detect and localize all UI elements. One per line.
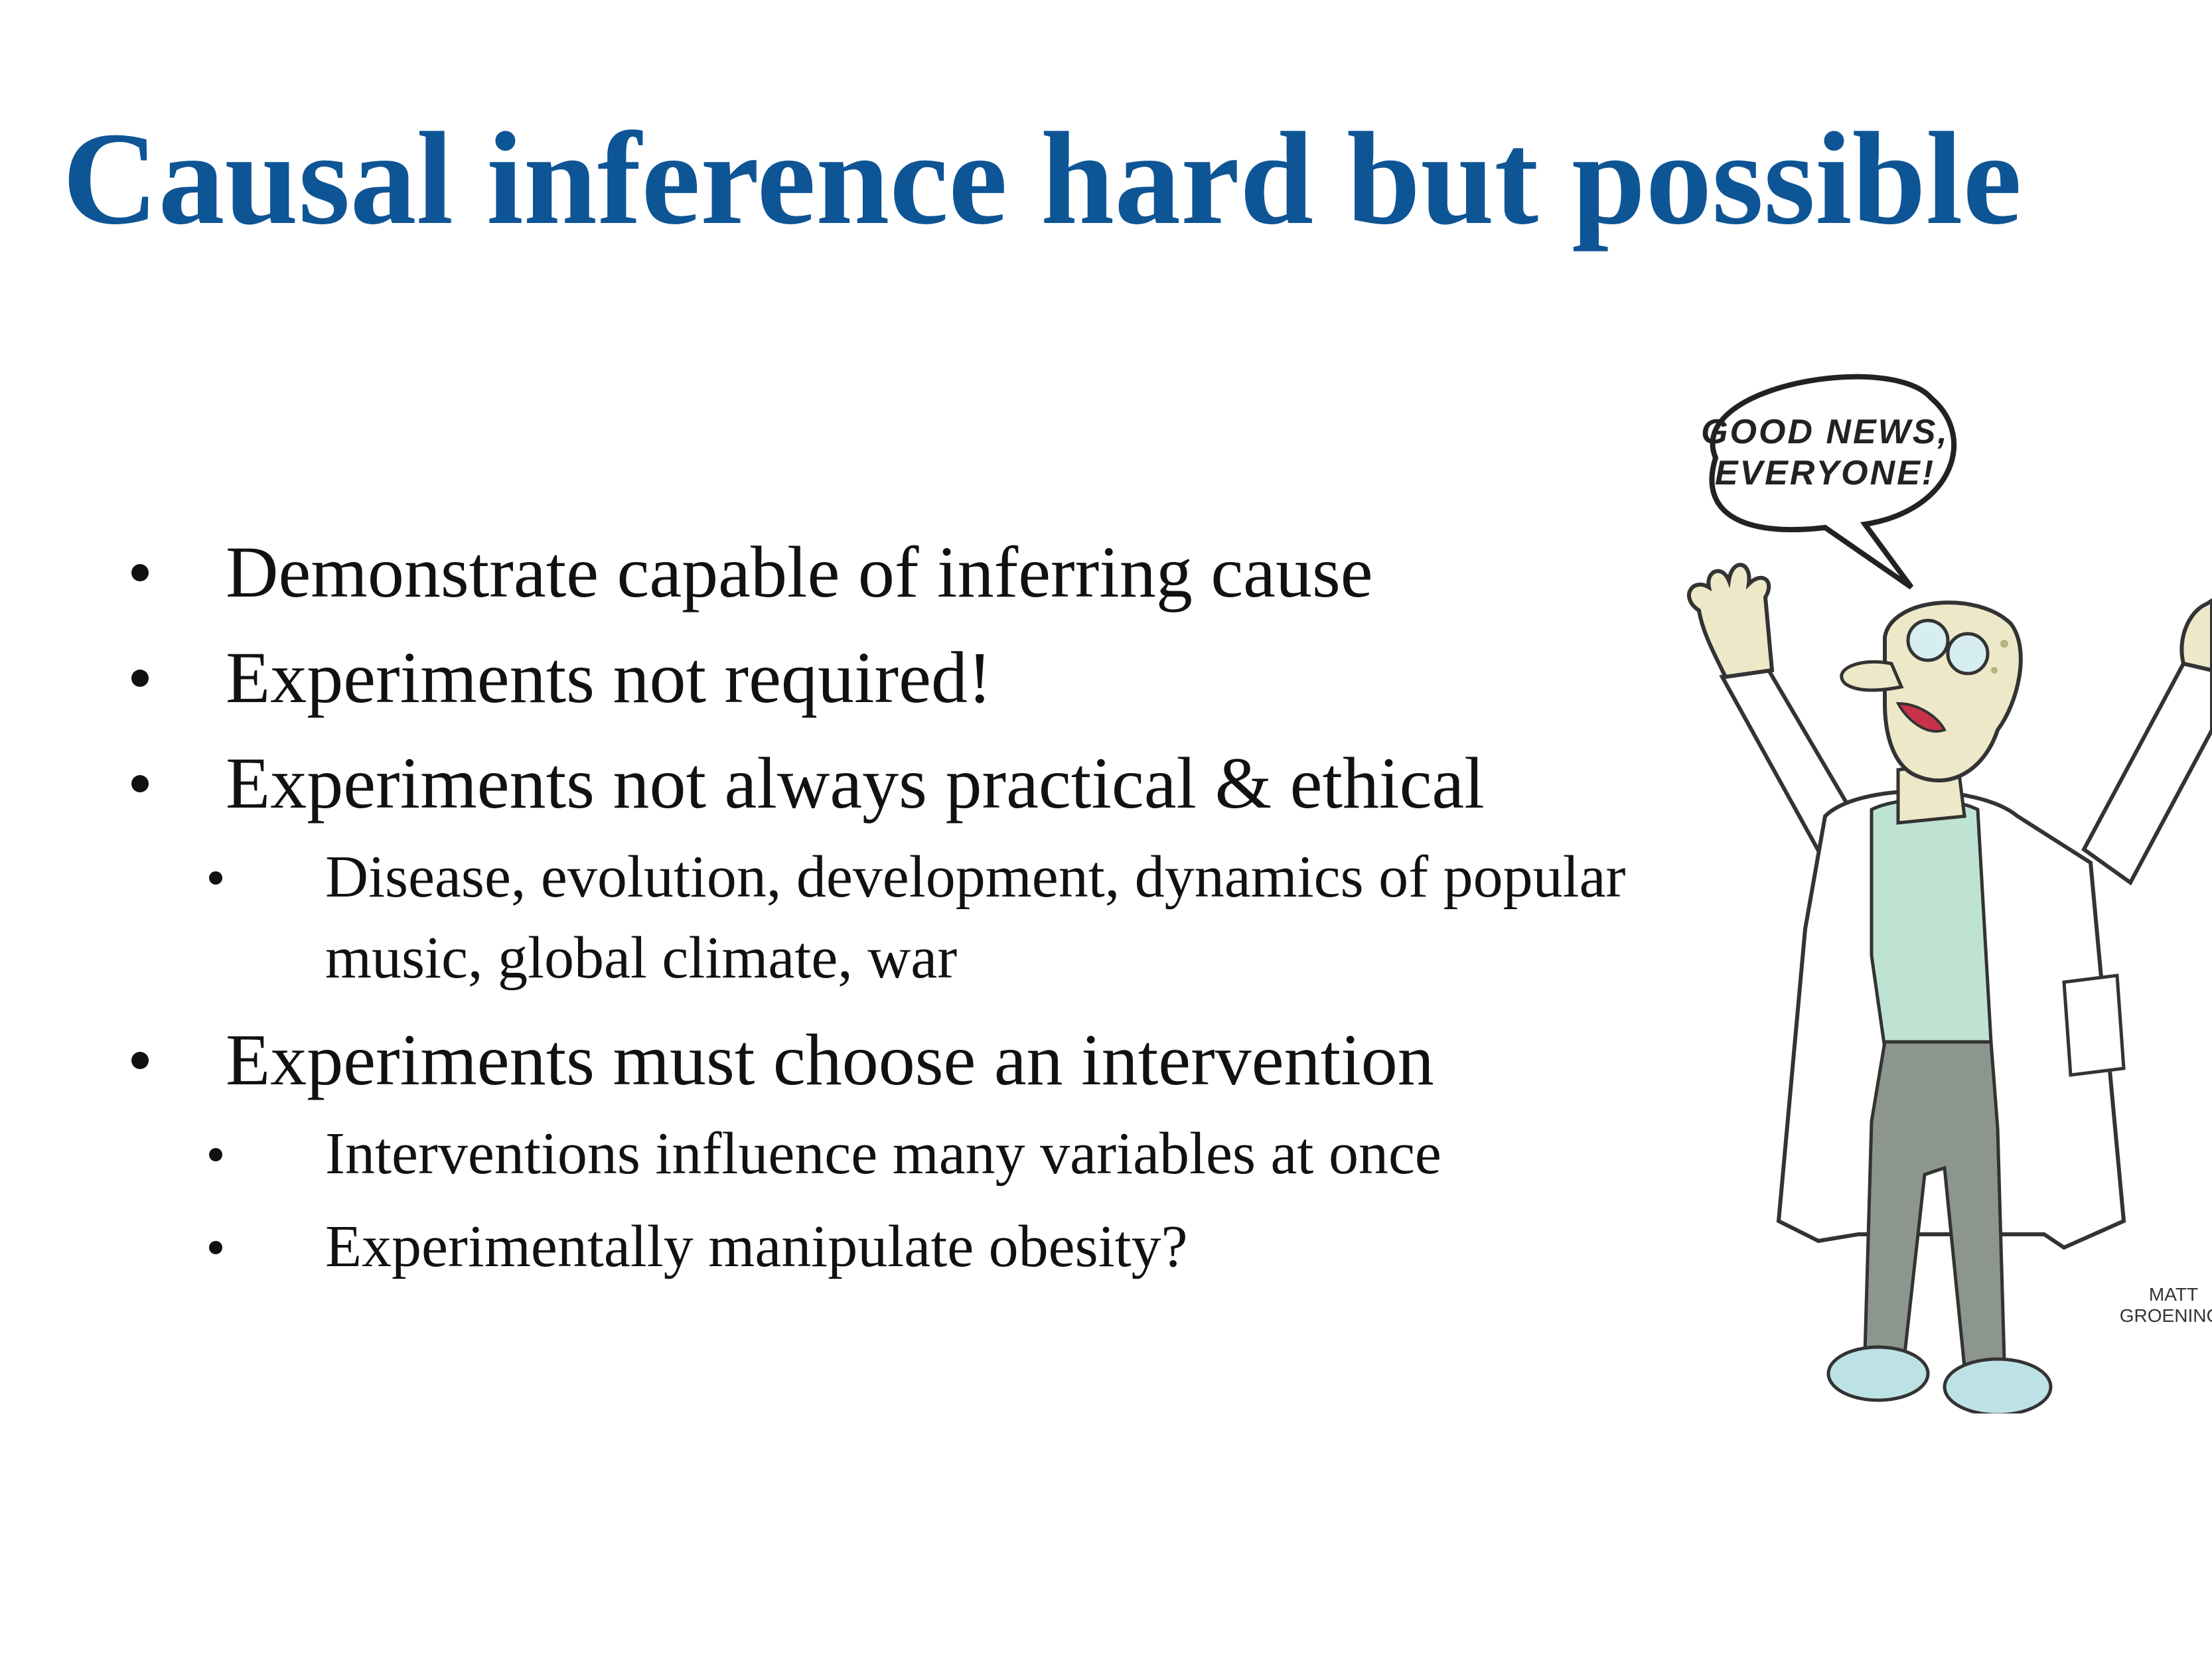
mouth <box>1895 701 1947 733</box>
goggle-right-icon <box>1946 632 1990 676</box>
bullet-text: Experiments not required! <box>226 637 992 718</box>
speech-text-line2: EVERYONE! <box>1715 454 1935 492</box>
slide-title: Causal inference hard but possible <box>62 106 2022 252</box>
bullet-item: Experiments must choose an intervention … <box>126 1012 1759 1287</box>
bullet-item: Demonstrate capable of inferring cause <box>126 524 1759 620</box>
coat-pocket <box>2062 974 2126 1077</box>
sub-bullet-dot-icon <box>209 871 222 885</box>
speech-bubble: GOOD NEWS, EVERYONE! <box>1701 374 1957 590</box>
bullet-dot-icon <box>131 670 149 687</box>
sub-bullet-dot-icon <box>209 1241 222 1254</box>
left-hand <box>1686 563 1775 680</box>
turtleneck-shirt <box>1870 798 1993 1050</box>
left-slipper <box>1826 1345 1930 1402</box>
bullet-dot-icon <box>131 564 149 581</box>
sub-bullet-text: Disease, evolution, development, dynamic… <box>325 844 1626 991</box>
bullet-list: Demonstrate capable of inferring cause E… <box>126 524 1759 1301</box>
bullet-text: Experiments must choose an intervention <box>226 1019 1434 1100</box>
pants <box>1863 1040 2006 1369</box>
bullet-text: Demonstrate capable of inferring cause <box>226 532 1373 613</box>
sub-bullet-list: Interventions influence many variables a… <box>209 1114 1759 1287</box>
bullet-item: Experiments not always practical & ethic… <box>126 735 1759 999</box>
sub-bullet-list: Disease, evolution, development, dynamic… <box>209 837 1759 999</box>
right-slipper <box>1943 1357 2053 1413</box>
sub-bullet-text: Experimentally manipulate obesity? <box>325 1214 1188 1279</box>
sub-bullet-text: Interventions influence many variables a… <box>325 1121 1441 1187</box>
sub-bullet-item: Experimentally manipulate obesity? <box>126 1206 1759 1287</box>
sub-bullet-item: Disease, evolution, development, dynamic… <box>126 837 1759 999</box>
speech-text-line1: GOOD NEWS, <box>1701 413 1949 451</box>
sub-bullet-dot-icon <box>209 1148 222 1161</box>
professor-cartoon-illustration: GOOD NEWS, EVERYONE! <box>1686 374 2212 1413</box>
sub-bullet-item: Interventions influence many variables a… <box>126 1114 1759 1194</box>
bullet-text: Experiments not always practical & ethic… <box>226 743 1485 824</box>
bullet-item: Experiments not required! <box>126 630 1759 726</box>
nose <box>1840 660 1904 692</box>
goggle-left-icon <box>1906 618 1950 662</box>
right-arm <box>2081 598 2212 886</box>
bullet-dot-icon <box>131 775 149 792</box>
professor-head <box>1840 601 2023 783</box>
signature-line1: MATT <box>2149 1284 2198 1305</box>
bullet-dot-icon <box>131 1052 149 1069</box>
signature-line2: GROENING <box>2120 1305 2212 1326</box>
